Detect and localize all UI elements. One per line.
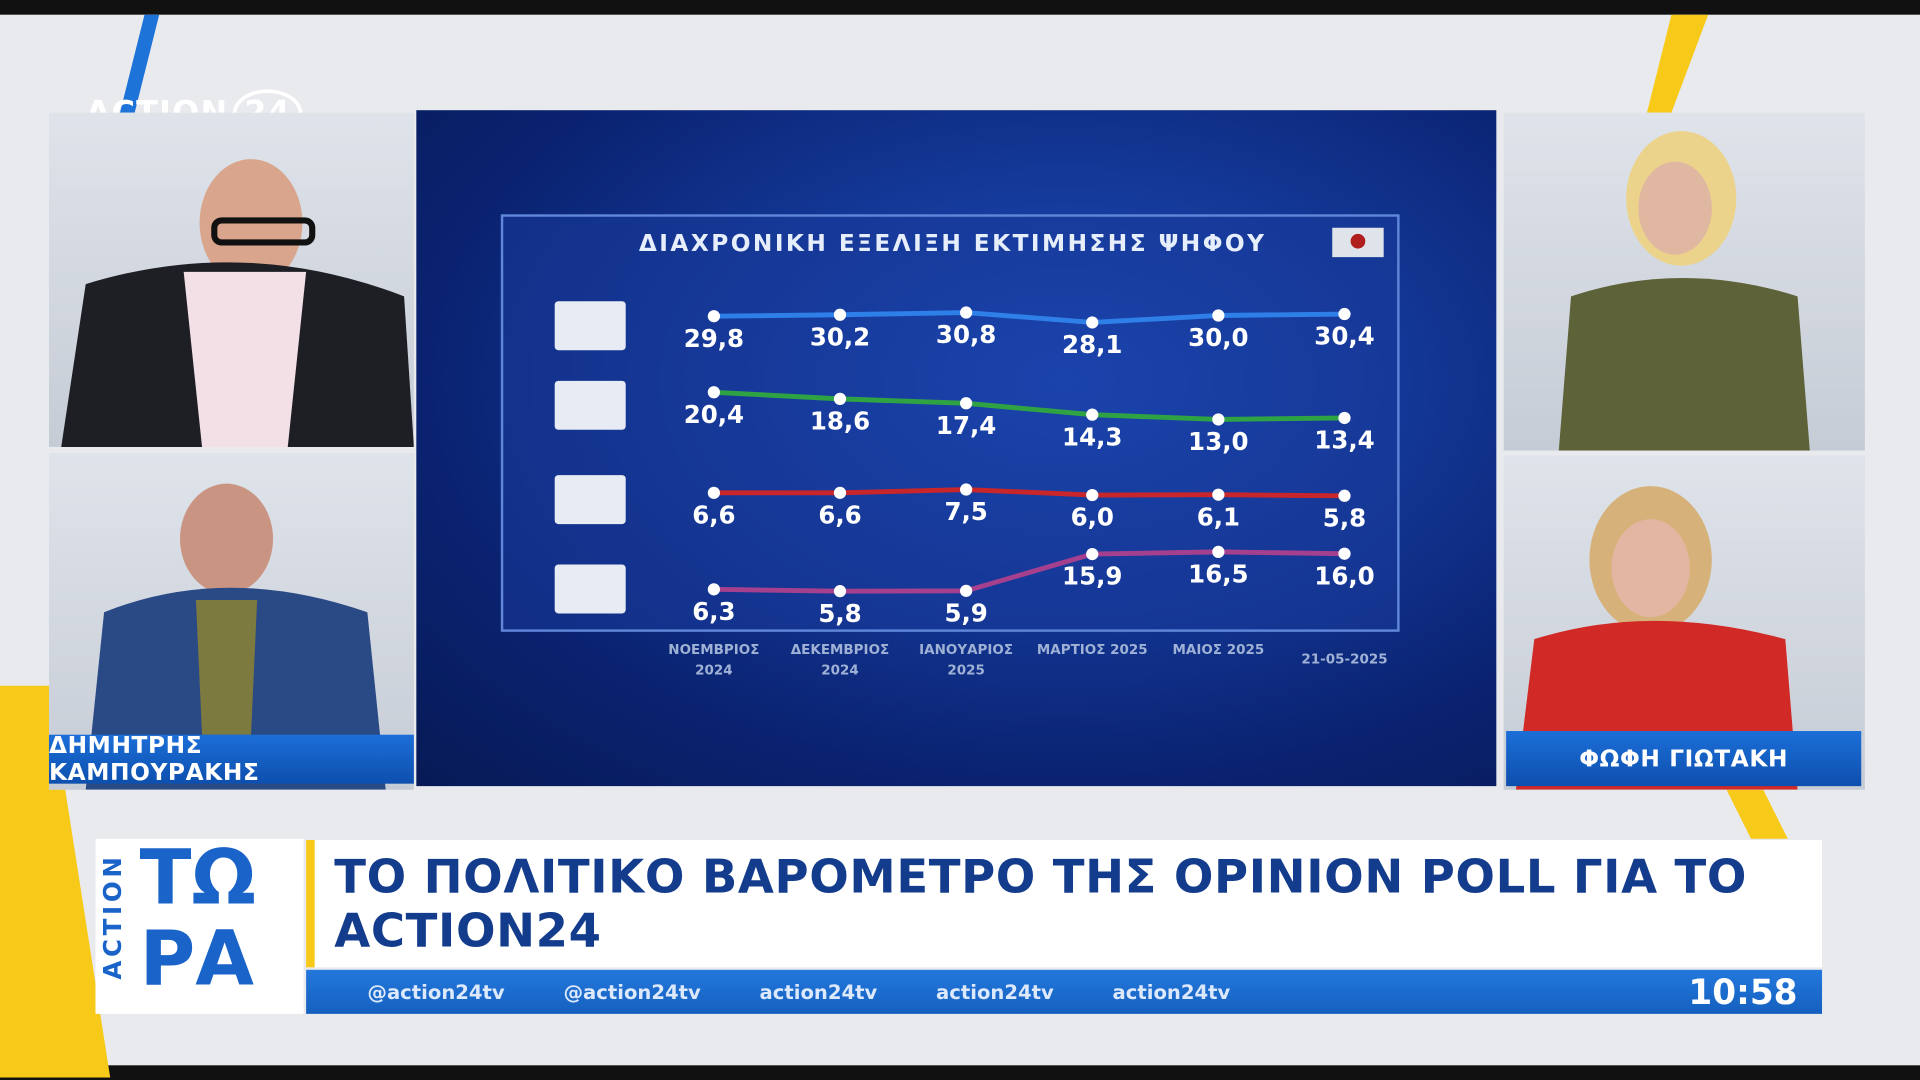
data-label: 5,8	[1323, 503, 1366, 532]
data-label: 30,0	[1188, 323, 1248, 352]
top-border	[0, 0, 1920, 15]
data-label: 6,3	[692, 597, 735, 626]
data-point	[833, 308, 847, 321]
brand-text: ACTION	[97, 853, 128, 980]
person-silhouette	[1558, 131, 1810, 451]
series-line	[713, 549, 1345, 594]
social-handle: @action24tv	[563, 980, 701, 1004]
data-label: 30,2	[810, 322, 870, 351]
data-point	[1338, 547, 1351, 560]
data-point	[1212, 309, 1225, 322]
social-handle: @action24tv	[367, 980, 505, 1004]
data-label: 13,0	[1188, 427, 1248, 456]
party-logo	[554, 475, 626, 525]
data-point	[707, 310, 721, 323]
data-point	[1086, 547, 1099, 561]
data-label: 17,4	[936, 411, 996, 440]
party-logo	[554, 564, 626, 614]
data-label: 5,9	[944, 598, 987, 627]
social-handle: action24tv	[936, 980, 1054, 1004]
party-logo	[554, 301, 626, 351]
person-silhouette	[61, 159, 414, 447]
data-point	[833, 585, 847, 598]
data-label: 13,4	[1314, 426, 1374, 455]
data-label: 15,9	[1062, 562, 1122, 591]
chart-title: ΔΙΑΧΡΟΝΙΚΗ ΕΞΕΛΙΞΗ ΕΚΤΙΜΗΣΗΣ ΨΗΦΟΥ	[639, 230, 1267, 257]
guest-name: ΦΩΦΗ ΓΙΩΤΑΚΗ	[1506, 731, 1862, 787]
chart-box	[500, 214, 1400, 632]
guest-name: ΔΗΜΗΤΡΗΣ ΚΑΜΠΟΥΡΑΚΗΣ	[48, 732, 414, 786]
data-label: 14,3	[1062, 422, 1122, 451]
data-point	[707, 583, 721, 596]
bottom-border	[0, 1065, 1920, 1080]
brand-text: ΡΑ	[139, 913, 255, 1003]
social-handle: action24tv	[1112, 980, 1231, 1004]
data-label: 6,1	[1197, 502, 1240, 531]
data-label: 16,0	[1314, 561, 1374, 590]
social-bar: @action24tv @action24tv action24tv actio…	[306, 969, 1823, 1014]
data-label: 18,6	[810, 406, 870, 435]
data-point	[707, 386, 721, 399]
data-point	[1338, 489, 1351, 502]
data-point	[1086, 488, 1099, 502]
x-tick-label: ΜΑΙΟΣ 2025	[1172, 641, 1265, 658]
data-point	[960, 397, 973, 410]
party-logo	[554, 380, 626, 430]
data-point	[1086, 316, 1099, 329]
data-label: 5,8	[818, 599, 861, 628]
pollster-logo-dot	[1350, 233, 1366, 249]
data-point	[1212, 545, 1225, 559]
data-point	[960, 483, 973, 496]
data-point	[833, 392, 847, 406]
data-point	[833, 486, 847, 499]
video-panel	[1503, 112, 1865, 451]
data-label: 7,5	[944, 497, 987, 526]
x-tick-label: ΜΑΡΤΙΟΣ 2025	[1036, 641, 1148, 658]
data-point	[1212, 488, 1225, 501]
data-label: 30,4	[1314, 322, 1374, 351]
x-tick-label: 21-05-2025	[1301, 651, 1388, 668]
x-tick-label: ΔΕΚΕΜΒΡΙΟΣ 2024	[790, 641, 890, 679]
data-point	[707, 486, 721, 499]
data-label: 29,8	[684, 324, 744, 353]
brand-box: ACTION ΤΩ ΡΑ	[95, 832, 304, 1014]
data-label: 6,6	[692, 500, 735, 529]
headline: ΤΟ ΠΟΛΙΤΙΚΟ ΒΑΡΟΜΕΤΡΟ ΤΗΣ OPINION POLL Γ…	[306, 840, 1823, 968]
data-point	[1338, 307, 1351, 321]
data-point	[960, 584, 973, 597]
brand-text: ΤΩ	[139, 832, 256, 923]
data-point	[960, 306, 973, 319]
series-line	[713, 487, 1345, 499]
x-tick-label: ΝΟΕΜΒΡΙΟΣ 2024	[668, 641, 760, 679]
x-tick-label: ΙΑΝΟΥΑΡΙΟΣ 2025	[919, 641, 1014, 679]
clock: 10:58	[1688, 971, 1798, 1013]
social-handle: action24tv	[759, 980, 878, 1004]
data-label: 6,6	[818, 500, 861, 529]
data-point	[1086, 408, 1099, 421]
data-label: 28,1	[1062, 330, 1122, 359]
series-line	[713, 310, 1345, 325]
data-label: 30,8	[936, 320, 996, 349]
data-label: 16,5	[1188, 559, 1248, 588]
data-label: 6,0	[1071, 503, 1114, 532]
series-line	[713, 389, 1345, 422]
data-point	[1212, 413, 1225, 426]
video-panel	[48, 112, 414, 447]
data-point	[1338, 411, 1351, 425]
data-label: 20,4	[684, 400, 744, 429]
